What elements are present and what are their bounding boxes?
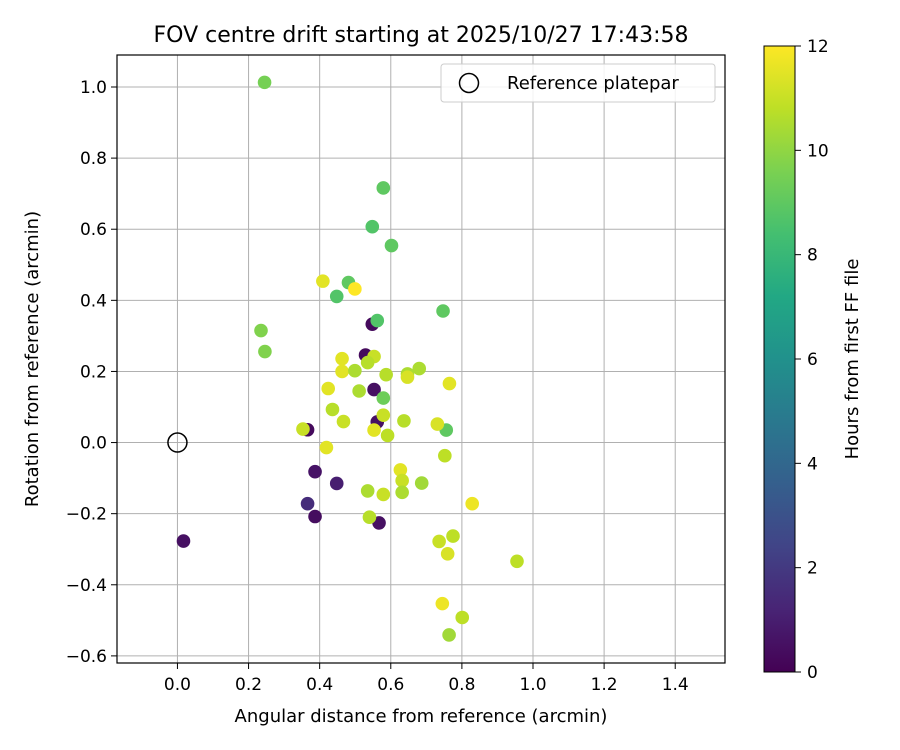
data-point <box>335 364 349 379</box>
data-point <box>395 485 409 500</box>
data-point <box>465 496 480 511</box>
data-point <box>367 423 381 437</box>
colorbar-tick-label: 6 <box>807 350 818 370</box>
data-point <box>329 289 344 304</box>
legend: Reference platepar <box>440 63 716 103</box>
colorbar-tick-label: 4 <box>807 454 818 474</box>
x-tick-label: 1.4 <box>662 675 689 695</box>
data-point <box>348 282 362 296</box>
legend-entry-label: Reference platepar <box>507 73 679 94</box>
data-point <box>393 463 408 477</box>
data-point <box>300 496 315 511</box>
x-tick-label: 0.6 <box>377 675 404 695</box>
data-point <box>176 534 191 548</box>
x-tick-label: 0.8 <box>448 675 475 695</box>
data-point <box>446 529 460 543</box>
data-point <box>362 510 377 525</box>
y-axis-ticks: −0.6 −0.4 −0.2 0.0 0.2 0.4 0.6 0.8 1.0 <box>66 78 117 667</box>
colorbar-tick-label: 2 <box>807 559 818 579</box>
data-point <box>329 476 344 491</box>
y-tick-label: 1.0 <box>80 78 107 98</box>
y-tick-label: 0.6 <box>80 220 107 240</box>
data-point <box>348 363 362 378</box>
data-point <box>376 408 391 422</box>
colorbar: 0 2 4 6 8 10 12 Hours from first FF file <box>763 37 863 683</box>
data-point <box>510 554 524 569</box>
x-tick-label: 0.2 <box>235 675 262 695</box>
data-point <box>257 75 272 90</box>
x-axis-label: Angular distance from reference (arcmin) <box>235 706 608 727</box>
colorbar-label: Hours from first FF file <box>842 259 863 460</box>
data-point <box>400 370 415 384</box>
data-point <box>376 181 391 195</box>
x-axis-ticks: 0.0 0.2 0.4 0.6 0.8 1.0 1.2 1.4 <box>164 663 689 695</box>
data-point <box>379 367 393 382</box>
legend-box <box>440 63 716 103</box>
plot-area-frame <box>116 54 726 664</box>
data-point <box>360 355 375 370</box>
reference-platepar-marker <box>167 432 188 453</box>
colorbar-tick-label: 10 <box>807 141 829 161</box>
data-point <box>435 596 450 611</box>
data-point <box>384 238 399 253</box>
y-tick-label: −0.2 <box>66 505 107 525</box>
colorbar-tick-label: 8 <box>807 246 818 266</box>
y-tick-label: −0.4 <box>66 576 107 596</box>
data-point <box>336 414 351 429</box>
data-point <box>352 384 366 398</box>
data-point <box>296 422 310 436</box>
data-point <box>442 376 457 391</box>
colorbar-tick-label: 0 <box>807 663 818 683</box>
y-tick-label: 0.2 <box>80 362 107 382</box>
data-point <box>438 448 452 463</box>
colorbar-gradient <box>763 45 796 673</box>
data-point <box>430 417 445 431</box>
data-point <box>321 381 336 396</box>
data-point <box>258 344 272 359</box>
x-tick-label: 0.4 <box>306 675 333 695</box>
data-point <box>395 473 409 488</box>
data-point <box>319 440 334 455</box>
x-tick-label: 0.0 <box>164 675 191 695</box>
data-point <box>365 219 380 234</box>
data-point <box>397 414 411 428</box>
colorbar-ticks: 0 2 4 6 8 10 12 <box>795 37 829 683</box>
data-point <box>440 547 455 561</box>
x-tick-label: 1.2 <box>591 675 618 695</box>
data-point <box>308 509 322 524</box>
data-point <box>376 487 391 502</box>
y-axis-label: Rotation from reference (arcmin) <box>22 211 43 507</box>
data-point <box>376 391 391 405</box>
data-point <box>316 274 330 288</box>
data-point <box>360 484 375 498</box>
data-point <box>442 628 456 642</box>
data-point <box>254 323 268 338</box>
data-point <box>414 476 429 490</box>
data-point <box>380 428 395 443</box>
y-tick-label: 0.0 <box>80 434 107 454</box>
x-tick-label: 1.0 <box>519 675 546 695</box>
data-point <box>308 464 322 479</box>
reference-marker-group <box>167 432 188 453</box>
y-tick-label: 0.8 <box>80 149 107 169</box>
legend-marker-icon <box>458 72 480 94</box>
data-point <box>455 610 470 625</box>
y-tick-label: −0.6 <box>66 647 107 667</box>
colorbar-tick-label: 12 <box>807 37 829 57</box>
data-point <box>412 361 427 376</box>
data-point <box>436 304 450 318</box>
data-point <box>325 402 340 417</box>
data-point <box>432 534 446 549</box>
chart-title: FOV centre drift starting at 2025/10/27 … <box>154 23 689 48</box>
data-point <box>335 351 349 366</box>
data-point <box>367 382 381 397</box>
y-tick-label: 0.4 <box>80 291 107 311</box>
data-points <box>176 75 524 642</box>
grid <box>117 55 725 663</box>
data-point <box>370 313 385 328</box>
